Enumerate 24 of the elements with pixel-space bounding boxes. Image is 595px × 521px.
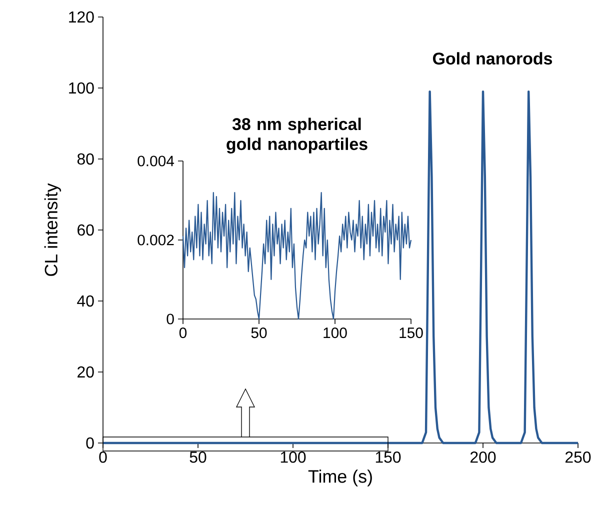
x-tick-label: 50: [190, 452, 206, 463]
x-axis-title: Time (s): [308, 470, 372, 486]
chart-title: 38 nm spherical gold nanopartiles: [226, 118, 368, 154]
x-tick-label: 150: [400, 328, 423, 338]
y-tick-label: 20: [78, 366, 94, 378]
y-tick-label: 60: [78, 224, 94, 236]
y-tick-label: 120: [69, 11, 94, 23]
y-tick-label: 0: [166, 314, 174, 324]
x-tick-label: 100: [280, 452, 306, 463]
x-tick-label: 0: [99, 452, 107, 463]
x-tick-label: 150: [376, 452, 401, 463]
y-tick-label: 0.002: [138, 234, 174, 246]
y-tick-label: 0.004: [138, 156, 174, 166]
y-tick-label: 0: [86, 437, 94, 449]
y-tick-label: 100: [69, 82, 94, 94]
x-tick-label: 0: [179, 328, 187, 338]
y-tick-label: 80: [77, 153, 94, 165]
x-tick-label: 250: [566, 452, 591, 463]
x-tick-label: 200: [470, 452, 496, 463]
x-tick-label: 50: [251, 328, 267, 338]
y-axis-title: CL intensity: [44, 183, 62, 276]
y-tick-label: 40: [77, 295, 94, 307]
x-tick-label: 100: [324, 328, 347, 338]
annotation: Gold nanorods: [432, 52, 552, 65]
